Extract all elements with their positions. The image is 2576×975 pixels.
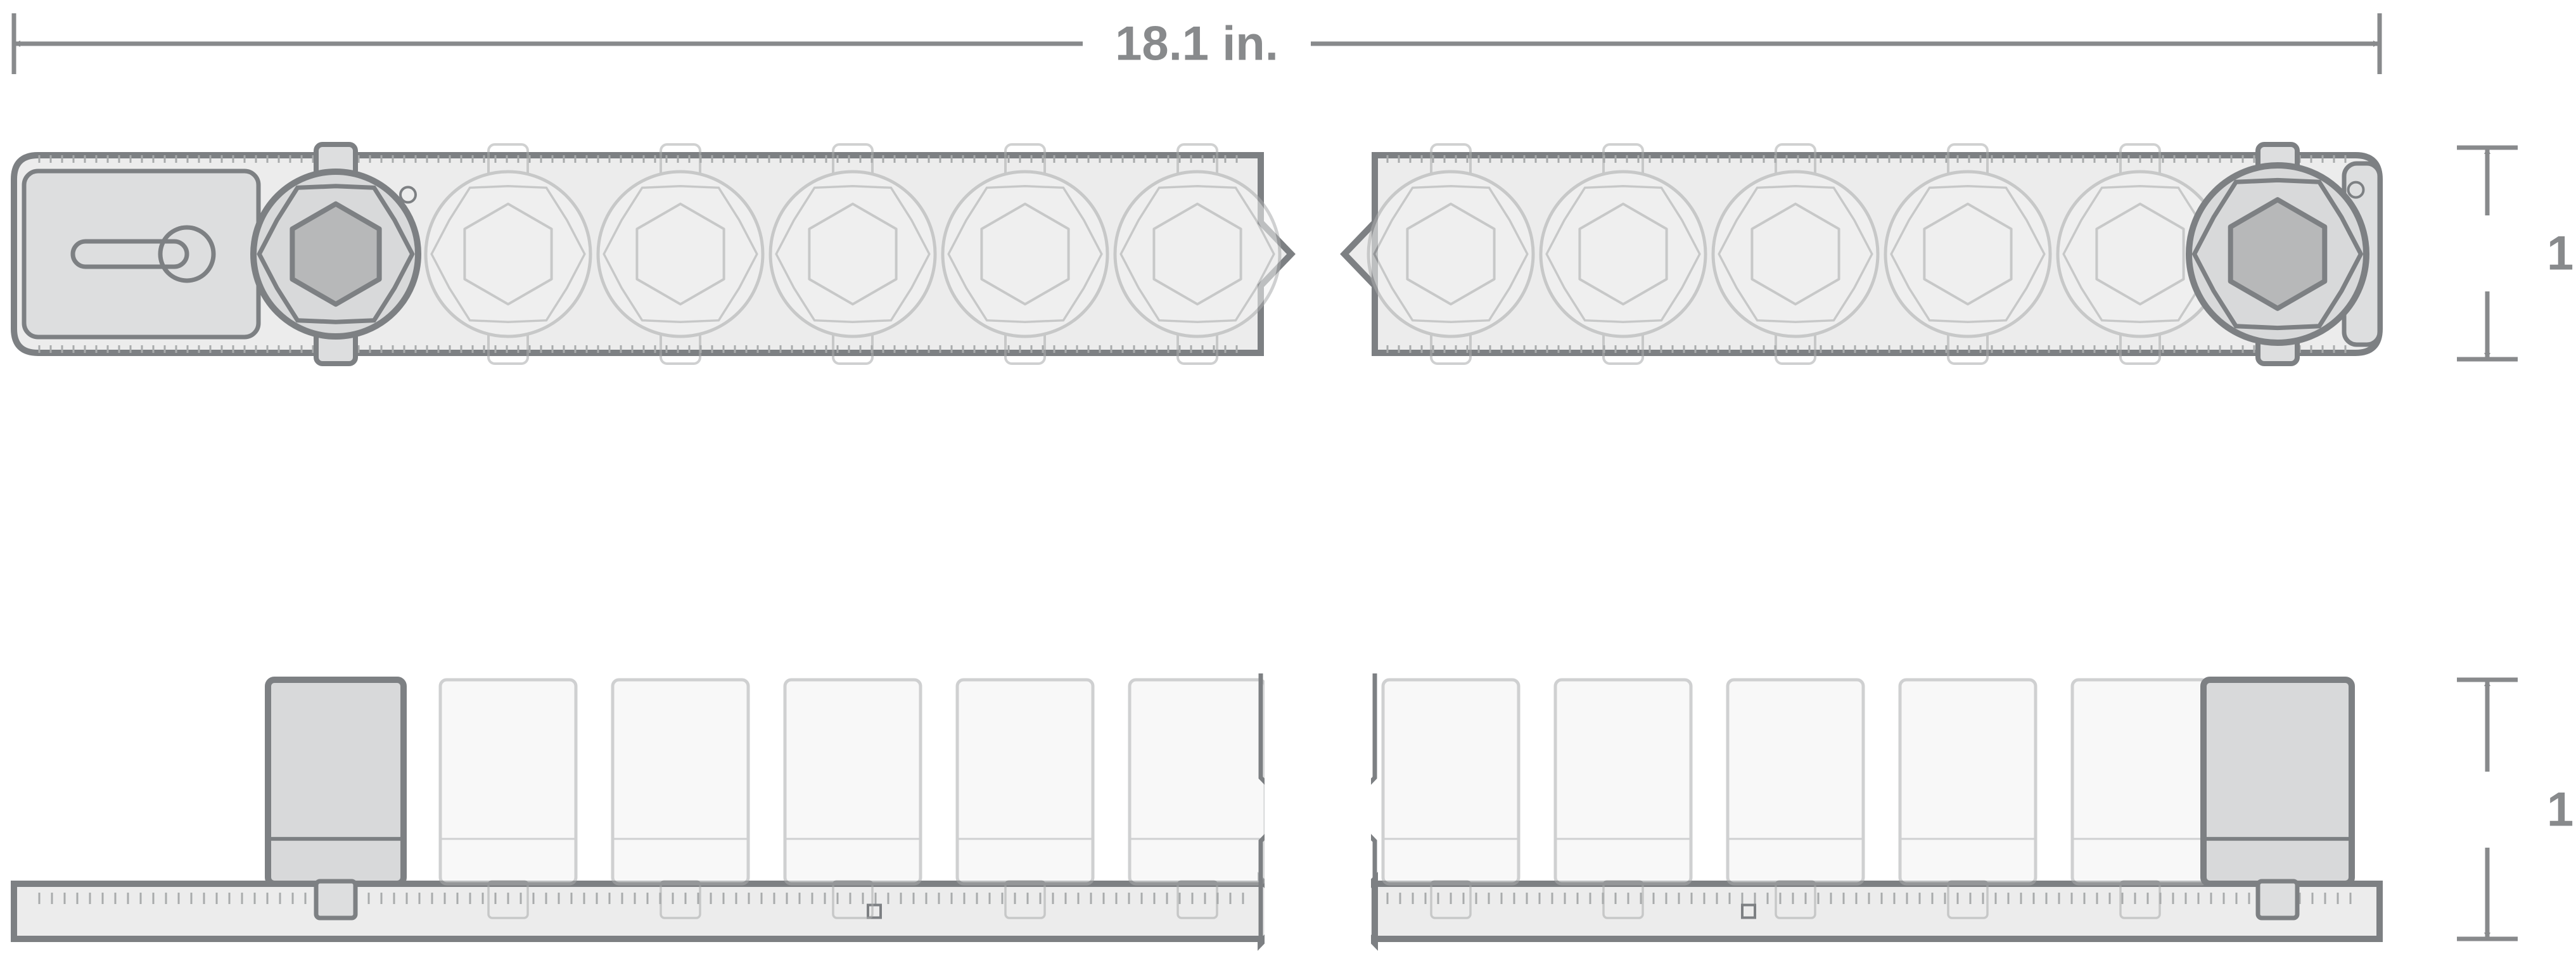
dimension-height-bottom-label: 1.7 in. bbox=[2547, 782, 2576, 838]
technical-drawing bbox=[0, 0, 2576, 975]
top-view bbox=[14, 144, 2380, 364]
side-view bbox=[14, 670, 2380, 949]
dimension-width-label: 18.1 in. bbox=[1115, 16, 1278, 72]
dimension-height-top-label: 1.4 in. bbox=[2547, 226, 2576, 281]
